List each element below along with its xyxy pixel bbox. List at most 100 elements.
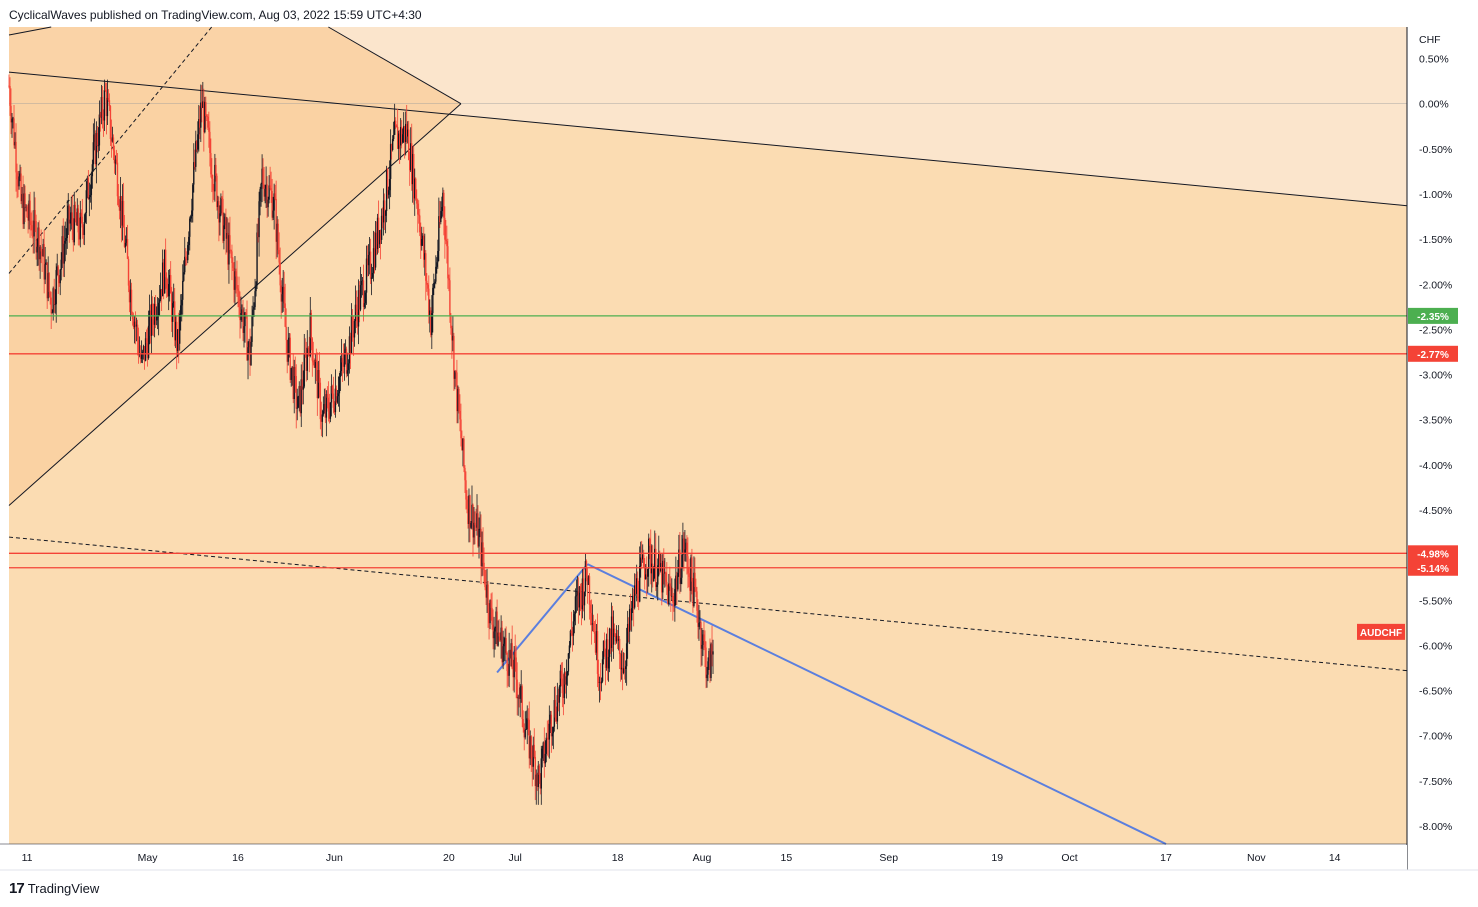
- level-badge: [1408, 307, 1458, 324]
- candle-body: [395, 125, 398, 127]
- candle-body: [494, 628, 496, 632]
- candle-body: [493, 631, 495, 639]
- candle-body: [66, 218, 68, 239]
- x-tick-label: Oct: [1061, 852, 1077, 864]
- candle-body: [193, 162, 195, 185]
- candle-body: [354, 304, 357, 322]
- candle-body: [703, 634, 705, 641]
- candle-body: [419, 215, 421, 233]
- price-axis: CHF 0.50% 0.00% -0.50% -1.00% -1.50% -2.00% -2.…: [1419, 34, 1452, 833]
- candle-body: [68, 205, 70, 224]
- tradingview-footer[interactable]: 17 TradingView: [9, 880, 99, 897]
- candle-body: [82, 227, 85, 235]
- candle-body: [255, 285, 257, 292]
- candle-body: [155, 316, 158, 321]
- candle-body: [167, 283, 170, 297]
- candle-body: [225, 216, 227, 239]
- candle-body: [133, 321, 136, 328]
- candle-body: [534, 756, 536, 787]
- candle-body: [451, 328, 453, 341]
- candle-body: [329, 402, 332, 419]
- candle-body: [489, 600, 491, 624]
- candle-body: [375, 232, 378, 249]
- candle-body: [241, 309, 243, 314]
- candle-body: [81, 216, 84, 228]
- candle-body: [626, 623, 629, 644]
- candle-body: [601, 659, 604, 682]
- candle-body: [148, 310, 151, 326]
- level-badge-label: -2.35%: [1417, 312, 1449, 323]
- candle-body: [382, 200, 385, 223]
- candle-body: [430, 310, 432, 336]
- candle-body: [299, 386, 301, 414]
- candle-body: [115, 159, 118, 163]
- candle-body: [213, 190, 215, 192]
- candle-body: [87, 177, 90, 200]
- candle-body: [238, 290, 240, 308]
- candle-body: [688, 573, 690, 577]
- candle-body: [678, 549, 680, 573]
- candle-body: [504, 638, 506, 644]
- candle-body: [86, 177, 89, 191]
- candle-body: [311, 338, 314, 361]
- candle-body: [325, 394, 328, 418]
- time-axis: 11 May 16 Jun 20 Jul 18 Aug 15 Sep 19 Oct 17 Nov 14: [22, 852, 1341, 864]
- candle-body: [103, 90, 106, 121]
- candle-body: [645, 574, 647, 580]
- candle-body: [26, 206, 28, 218]
- candle-body: [33, 210, 35, 237]
- channel-upper-line: [8, 26, 52, 36]
- candle-body: [565, 676, 568, 685]
- y-tick-label: -7.00%: [1419, 731, 1452, 743]
- candle-body: [239, 307, 241, 321]
- candle-body: [704, 640, 706, 648]
- candle-body: [397, 133, 400, 149]
- candle-body: [107, 97, 110, 101]
- candle-body: [368, 251, 371, 255]
- candle-body: [444, 217, 446, 240]
- y-tick-label: -6.50%: [1419, 686, 1452, 698]
- candle-body: [166, 288, 169, 297]
- candle-body: [455, 371, 457, 373]
- candle-body: [515, 657, 517, 680]
- currency-label: CHF: [1419, 34, 1441, 46]
- candle-body: [31, 225, 33, 236]
- candle-body: [352, 330, 355, 338]
- candle-body: [326, 394, 329, 398]
- candle-body: [112, 137, 115, 151]
- candle-body: [243, 326, 245, 333]
- candle-body: [350, 316, 353, 354]
- x-tick-label: Aug: [693, 852, 712, 864]
- candle-body: [70, 212, 72, 220]
- candle-body: [179, 314, 181, 344]
- candle-body: [306, 347, 308, 371]
- candle-body: [687, 556, 689, 574]
- x-tick-label: 19: [991, 852, 1003, 864]
- candle-body: [140, 354, 143, 359]
- candle-body: [356, 312, 359, 327]
- candle-body: [279, 262, 281, 286]
- candle-body: [554, 700, 557, 718]
- candle-body: [684, 549, 686, 554]
- candle-body: [209, 131, 211, 154]
- candle-body: [111, 137, 114, 142]
- candle-body: [557, 695, 560, 703]
- candle-body: [41, 251, 43, 257]
- candle-body: [157, 302, 160, 317]
- candle-body: [536, 774, 538, 787]
- candle-body: [276, 223, 278, 242]
- candle-body: [227, 232, 229, 265]
- candle-body: [590, 613, 593, 625]
- candle-body: [499, 636, 501, 641]
- candle-body: [468, 495, 470, 524]
- candle-body: [603, 640, 606, 650]
- candle-body: [50, 297, 52, 314]
- candle-body: [265, 184, 267, 189]
- candle-body: [635, 578, 638, 594]
- candle-body: [348, 336, 351, 364]
- candle-body: [449, 280, 451, 317]
- candle-body: [257, 232, 259, 238]
- candle-body: [597, 673, 600, 683]
- candle-body: [223, 225, 225, 241]
